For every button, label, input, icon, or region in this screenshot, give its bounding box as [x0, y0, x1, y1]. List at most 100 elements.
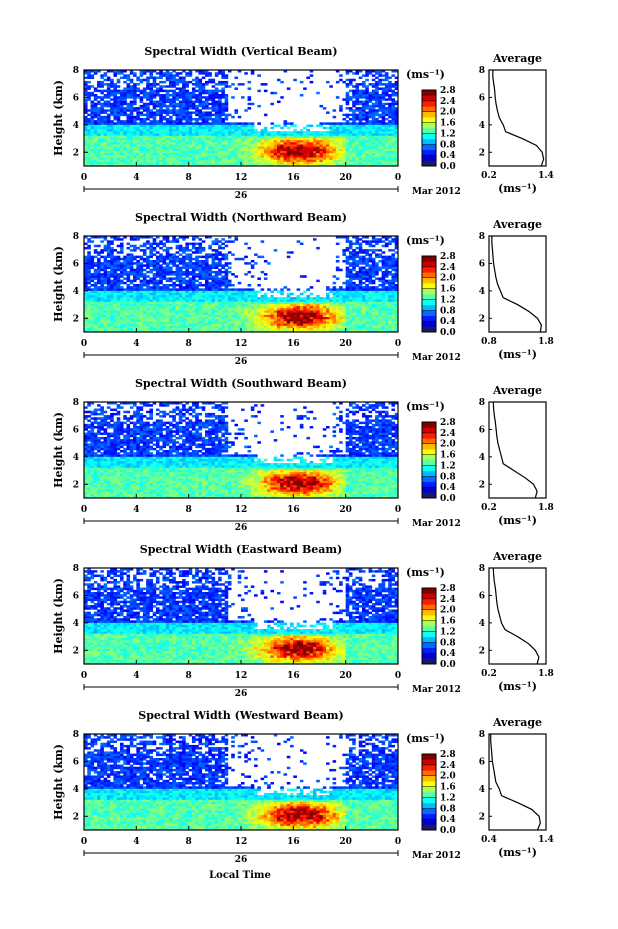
- date-label: 26: [235, 357, 248, 367]
- colorbar-segment: [422, 593, 436, 600]
- colorbar-segment: [422, 144, 436, 151]
- x-tick-label: 4: [133, 339, 139, 349]
- date-label: 26: [235, 523, 248, 533]
- colorbar: 0.00.40.81.21.62.02.42.8: [421, 418, 456, 504]
- heatmap-cells: [84, 70, 399, 167]
- profile-y-tick-label: 8: [479, 66, 485, 76]
- x-tick-label: 0: [395, 339, 401, 349]
- profile-frame: [488, 235, 547, 333]
- x-tick-label: 0: [81, 173, 87, 183]
- x-tick-label: 16: [287, 671, 300, 681]
- colorbar-segment: [422, 304, 436, 311]
- profile-y-tick-label: 4: [479, 619, 485, 629]
- x-tick-label: 4: [133, 173, 139, 183]
- average-title: Average: [492, 52, 542, 65]
- average-profile: Average 2 4 6 8 0.2 1.8(ms⁻¹): [479, 550, 554, 693]
- x-tick-label: 0: [395, 505, 401, 515]
- profile-y-tick-label: 2: [479, 480, 485, 490]
- profile-line: [490, 734, 541, 831]
- colorbar-unit: (ms⁻¹): [406, 400, 445, 413]
- colorbar-tick-label: 0.0: [440, 328, 456, 338]
- x-tick-label: 8: [186, 173, 192, 183]
- colorbar-tick-label: 1.2: [440, 793, 456, 803]
- average-title: Average: [492, 550, 542, 563]
- panel-5: Spectral Width (Westward Beam) 2 4 6 8 Height…: [52, 709, 554, 865]
- colorbar-segment: [422, 427, 436, 434]
- profile-x-tick-label: 0.2: [481, 171, 497, 181]
- colorbar-segment: [422, 797, 436, 804]
- y-tick-label: 8: [73, 398, 79, 408]
- profile-x-tick-label: 1.8: [538, 337, 554, 347]
- colorbar-tick-label: 1.2: [440, 295, 456, 305]
- colorbar-tick-label: 2.4: [440, 97, 456, 107]
- profile-frame: [488, 69, 547, 167]
- heatmap-cells: [84, 734, 399, 831]
- profile-frame: [488, 733, 547, 831]
- colorbar-segment: [422, 598, 436, 605]
- profile-x-tick-label: 1.4: [538, 171, 554, 181]
- colorbar-segment: [422, 775, 436, 782]
- profile-x-label: (ms⁻¹): [498, 846, 537, 859]
- y-tick-label: 6: [73, 93, 79, 103]
- profile-x-tick-label: 1.8: [538, 503, 554, 513]
- y-tick-label: 2: [73, 480, 79, 490]
- y-tick-label: 4: [73, 785, 79, 795]
- colorbar-unit: (ms⁻¹): [406, 566, 445, 579]
- colorbar-unit: (ms⁻¹): [406, 234, 445, 247]
- colorbar-segment: [422, 487, 436, 493]
- colorbar-segment: [422, 438, 436, 445]
- x-tick-label: 8: [186, 837, 192, 847]
- average-profile: Average 2 4 6 8 0.2 1.4(ms⁻¹): [479, 52, 554, 195]
- colorbar-segment: [422, 786, 436, 793]
- colorbar-tick-label: 2.0: [440, 772, 456, 782]
- x-tick-label: 20: [339, 173, 352, 183]
- profile-y-tick-label: 2: [479, 812, 485, 822]
- colorbar-segment: [422, 465, 436, 472]
- profile-y-tick-label: 4: [479, 121, 485, 131]
- profile-y-tick-label: 8: [479, 730, 485, 740]
- colorbar-tick-label: 0.4: [440, 483, 456, 493]
- colorbar-segment: [422, 100, 436, 107]
- y-tick-label: 4: [73, 453, 79, 463]
- profile-y-tick-label: 8: [479, 398, 485, 408]
- x-tick-label: 20: [339, 339, 352, 349]
- colorbar-segment: [422, 626, 436, 632]
- x-tick-label: 4: [133, 837, 139, 847]
- colorbar-tick-label: 0.8: [440, 638, 456, 648]
- colorbar-segment: [422, 609, 436, 616]
- profile-y-tick-label: 6: [479, 425, 485, 435]
- profile-x-tick-label: 0.2: [481, 503, 497, 513]
- colorbar-segment: [422, 422, 436, 428]
- x-tick-label: 20: [339, 505, 352, 515]
- y-tick-label: 2: [73, 148, 79, 158]
- profile-y-tick-label: 6: [479, 93, 485, 103]
- y-tick-label: 6: [73, 757, 79, 767]
- x-tick-label: 4: [133, 671, 139, 681]
- colorbar-segment: [422, 326, 436, 333]
- month-label: Mar 2012: [412, 851, 461, 861]
- colorbar-tick-label: 2.4: [440, 429, 456, 439]
- colorbar-segment: [422, 138, 436, 145]
- colorbar-segment: [422, 315, 436, 322]
- profile-x-label: (ms⁻¹): [498, 514, 537, 527]
- x-tick-label: 12: [235, 505, 248, 515]
- colorbar-tick-label: 2.0: [440, 108, 456, 118]
- y-tick-label: 8: [73, 564, 79, 574]
- colorbar-tick-label: 0.8: [440, 140, 456, 150]
- month-label: Mar 2012: [412, 519, 461, 529]
- y-tick-label: 2: [73, 646, 79, 656]
- colorbar-segment: [422, 149, 436, 156]
- colorbar-segment: [422, 759, 436, 766]
- average-profile: Average 2 4 6 8 0.4 1.4(ms⁻¹): [479, 716, 554, 859]
- colorbar: 0.00.40.81.21.62.02.42.8: [421, 750, 456, 836]
- panel-title: Spectral Width (Westward Beam): [138, 709, 343, 722]
- colorbar-segment: [422, 266, 436, 273]
- colorbar-tick-label: 0.0: [440, 494, 456, 504]
- colorbar-tick-label: 2.8: [440, 750, 456, 760]
- panel-title: Spectral Width (Eastward Beam): [140, 543, 342, 556]
- colorbar-tick-label: 2.4: [440, 263, 456, 273]
- x-tick-label: 8: [186, 671, 192, 681]
- profile-y-tick-label: 2: [479, 148, 485, 158]
- colorbar-tick-label: 1.2: [440, 627, 456, 637]
- colorbar-segment: [422, 310, 436, 317]
